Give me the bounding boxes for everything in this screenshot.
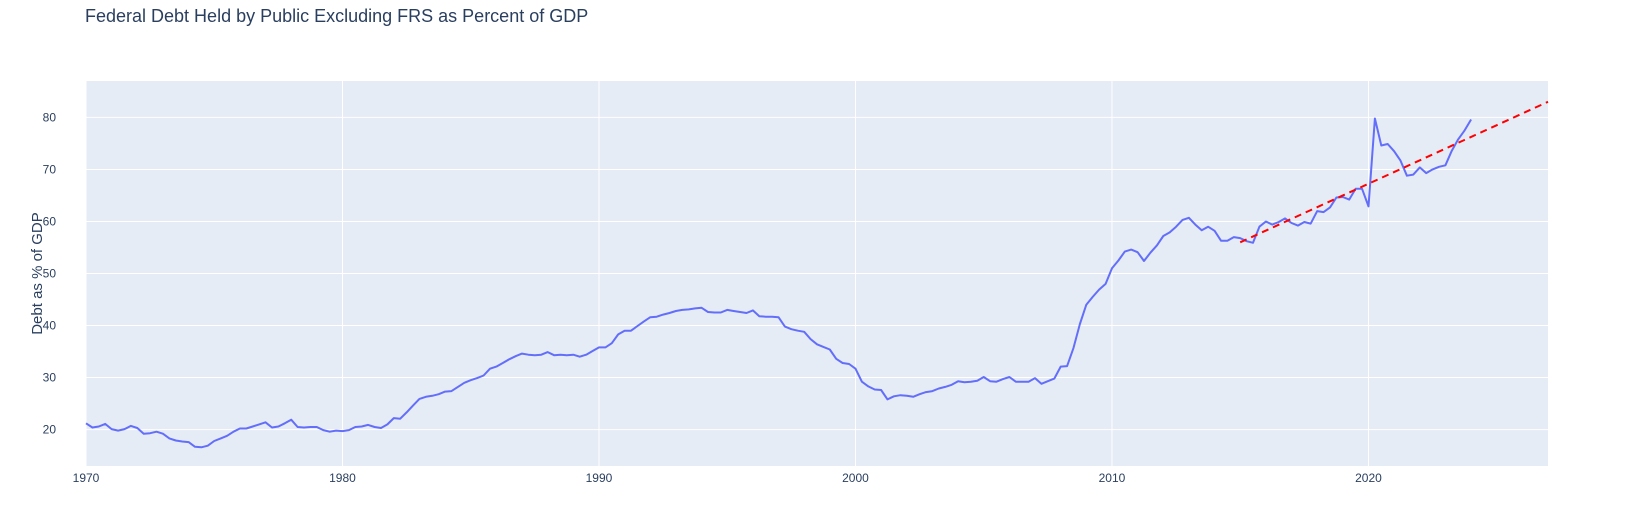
x-tick-labels: 1970 1980 1990 2000 2010 2020 xyxy=(73,471,1382,485)
y-gridlines xyxy=(86,116,1548,431)
x-tick-label: 2020 xyxy=(1355,471,1382,485)
y-tick-label: 30 xyxy=(43,371,57,385)
y-tick-labels: 20 30 40 50 60 70 80 xyxy=(43,110,57,436)
debt-series-line xyxy=(85,117,1472,449)
y-tick-label: 70 xyxy=(43,162,57,176)
x-tick-label: 1980 xyxy=(329,471,356,485)
y-tick-label: 40 xyxy=(43,319,57,333)
y-axis-title: Debt as % of GDP xyxy=(29,212,46,335)
x-tick-label: 2010 xyxy=(1099,471,1126,485)
y-tick-label: 50 xyxy=(43,267,57,281)
series-layer xyxy=(85,100,1549,449)
y-tick-label: 80 xyxy=(43,110,57,124)
y-tick-label: 60 xyxy=(43,214,57,228)
trend-line xyxy=(1239,100,1549,244)
chart-title: Federal Debt Held by Public Excluding FR… xyxy=(85,6,589,26)
x-tick-label: 1990 xyxy=(586,471,613,485)
x-tick-label: 2000 xyxy=(842,471,869,485)
x-tick-label: 1970 xyxy=(73,471,100,485)
y-tick-label: 20 xyxy=(43,423,57,437)
